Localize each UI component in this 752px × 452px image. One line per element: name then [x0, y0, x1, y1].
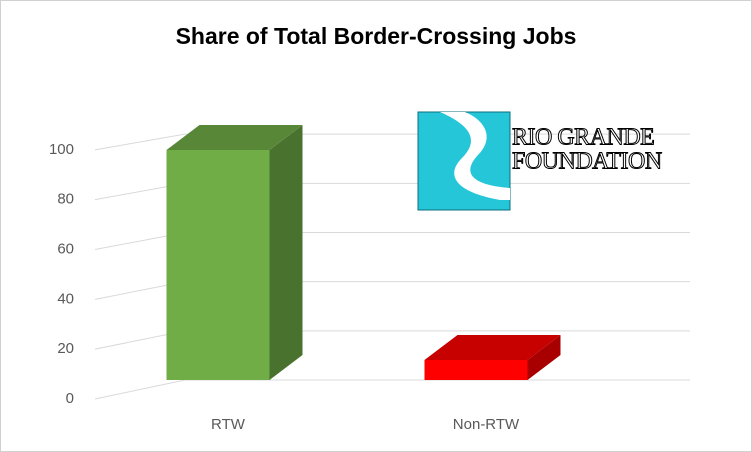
chart-title: Share of Total Border-Crossing Jobs	[176, 23, 577, 49]
grid-line	[94, 133, 690, 151]
y-tick-label: 80	[57, 191, 74, 208]
y-tick-label: 60	[57, 240, 74, 257]
x-tick-label: RTW	[211, 416, 246, 433]
bar	[424, 360, 528, 380]
bar-top	[166, 125, 303, 150]
bar-side	[269, 125, 303, 380]
bar-top	[424, 335, 561, 360]
logo-river	[440, 112, 510, 200]
y-tick-label: 100	[49, 141, 74, 158]
bars: RTW Non-RTW	[166, 125, 561, 433]
y-tick-label: 20	[57, 340, 74, 357]
bar	[166, 150, 270, 380]
y-tick-label: 0	[66, 390, 74, 407]
y-tick-label: 40	[57, 290, 74, 307]
logo-line1: RIO GRANDE	[512, 125, 654, 151]
x-tick-label: Non-RTW	[453, 416, 520, 433]
bar-side	[527, 335, 561, 380]
logo: RIO GRANDE FOUNDATION	[417, 111, 663, 211]
logo-line2: FOUNDATION	[512, 149, 662, 175]
